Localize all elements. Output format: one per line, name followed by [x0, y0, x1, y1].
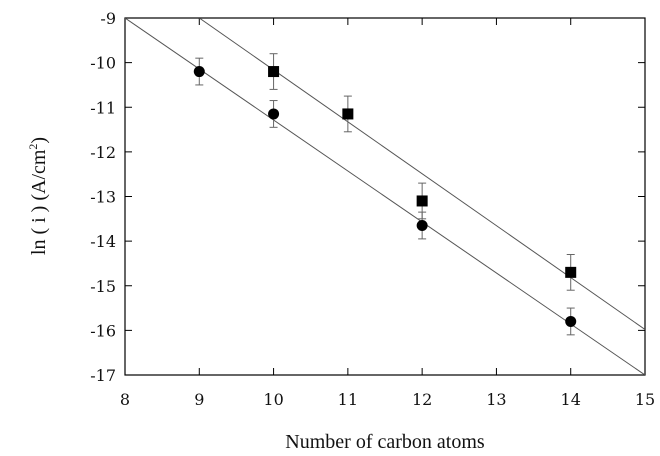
y-axis-title-main: ln ( i ) (A/cm: [28, 149, 50, 255]
error-bars: [195, 53, 575, 336]
y-tick-label: -10: [90, 54, 116, 73]
ticks: 8 9 10 11 12 13 14 15 -9 -10 -11 -12 -13 -14 -15 -16 -17: [90, 9, 655, 409]
x-tick-label: 11: [338, 390, 358, 409]
y-tick-label: -13: [90, 188, 116, 207]
x-axis-title: Number of carbon atoms: [285, 431, 485, 453]
data-point-square: [565, 266, 577, 278]
data-point-square: [342, 108, 354, 120]
y-tick-label: -12: [90, 143, 116, 162]
y-axis-title-sup: 2: [26, 144, 40, 150]
y-tick-label: -17: [90, 366, 116, 385]
data-point-square: [268, 66, 280, 78]
x-tick-label: 12: [412, 390, 432, 409]
y-axis-title: ln ( i ) (A/cm2): [26, 137, 50, 255]
y-tick-label: -9: [100, 9, 116, 28]
fit-line-circle: [125, 18, 645, 375]
x-tick-label: 15: [635, 390, 655, 409]
x-tick-label: 10: [263, 390, 283, 409]
data-point-circle: [193, 66, 205, 78]
x-tick-label: 8: [120, 390, 130, 409]
data-point-circle: [416, 220, 428, 232]
fit-line-square: [198, 18, 645, 330]
data-point-circle: [268, 108, 280, 120]
x-tick-label: 9: [194, 390, 204, 409]
data-point-square: [416, 195, 428, 207]
y-tick-label: -14: [90, 232, 116, 251]
y-tick-label: -11: [90, 98, 116, 117]
x-tick-label: 14: [561, 390, 581, 409]
y-axis-title-close: ): [28, 137, 50, 144]
x-tick-label: 13: [486, 390, 506, 409]
y-tick-label: -16: [90, 321, 116, 340]
data-point-circle: [565, 315, 577, 327]
data-points: [193, 66, 577, 327]
y-tick-label: -15: [90, 277, 116, 296]
